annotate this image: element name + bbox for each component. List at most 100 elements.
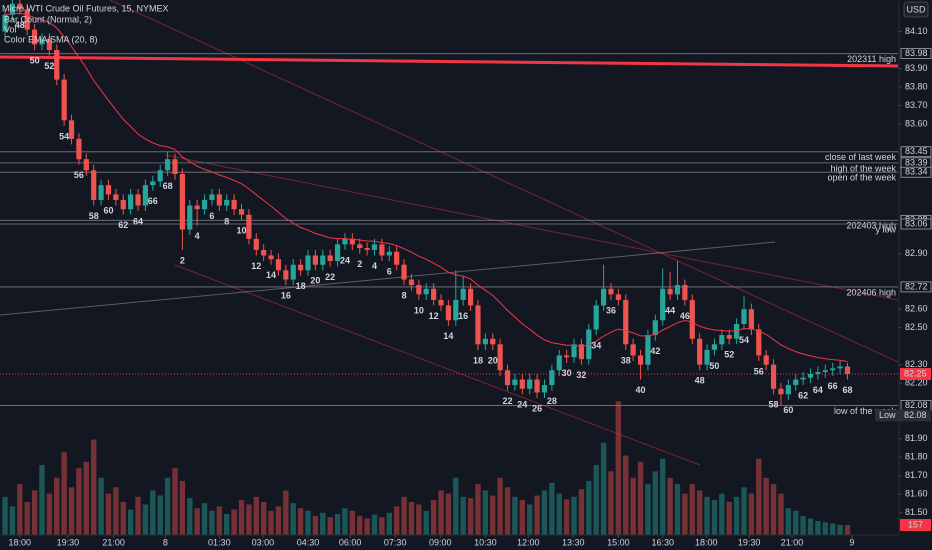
- volume-bar: [541, 490, 548, 535]
- bar-count-label: 2: [180, 255, 185, 265]
- y-tick-label: 82.30: [905, 359, 928, 369]
- candle-body: [578, 344, 585, 360]
- bar-count-label: 46: [680, 311, 690, 321]
- bar-count-label: 40: [636, 385, 646, 395]
- axes: 84.10 83.90 83.80 83.70 83.60 82.90 82.60 82.50…: [9, 26, 932, 547]
- volume-bar: [349, 510, 356, 535]
- bar-count-label: 48: [695, 376, 705, 386]
- level-label: low of the week: [834, 406, 897, 416]
- volume-bar: [371, 514, 378, 535]
- candle-body: [490, 338, 496, 345]
- level-badge: [900, 166, 932, 178]
- volume-bar: [260, 501, 267, 535]
- candle-body: [556, 355, 562, 371]
- volume-bar: [482, 490, 489, 535]
- candle-body: [770, 364, 777, 389]
- level-badge: [900, 146, 932, 158]
- volume-bar: [120, 501, 126, 535]
- bar-count-label: 14: [443, 331, 453, 341]
- candle-body: [298, 264, 304, 271]
- bar-count-label: 18: [473, 355, 483, 365]
- volume-bar: [201, 503, 208, 535]
- level-badge-label: 83.45: [905, 146, 928, 156]
- candle-body: [504, 370, 511, 386]
- volume-bar: [704, 496, 710, 535]
- candle-body: [726, 335, 732, 339]
- volume-bar: [164, 477, 171, 535]
- candle-body: [31, 29, 38, 45]
- bar-count-label: 62: [118, 220, 128, 230]
- volume-bar: [445, 493, 452, 535]
- x-tick-label: 19:30: [57, 537, 80, 547]
- volume-bar: [150, 490, 156, 535]
- volume-bar: [556, 493, 562, 535]
- candle-body: [246, 214, 252, 239]
- candle-body: [674, 285, 681, 295]
- level-badge: [900, 281, 932, 293]
- volume-bar: [224, 514, 230, 535]
- volume-bar: [2, 496, 8, 535]
- bar-count-label: 30: [562, 368, 572, 378]
- candle-body: [275, 259, 282, 271]
- volume-bar: [822, 522, 828, 535]
- candle-body: [312, 255, 318, 265]
- volume-bar: [275, 506, 282, 535]
- x-tick-label: 16:30: [651, 537, 674, 547]
- volume-bar: [246, 504, 252, 535]
- trend-line: [164, 154, 899, 301]
- bar-count-label: 36: [606, 305, 616, 315]
- volume-bar: [645, 484, 651, 535]
- candle-body: [120, 199, 126, 210]
- volume-bar: [320, 512, 326, 535]
- bar-count-label: 60: [783, 405, 793, 415]
- bar-count-label: 34: [591, 340, 601, 350]
- candle-body: [497, 344, 503, 371]
- volume-bar: [460, 496, 466, 535]
- bar-count-label: 4: [195, 231, 200, 241]
- candle-body: [586, 329, 592, 360]
- currency-box[interactable]: [903, 1, 929, 18]
- candle-body: [253, 238, 259, 250]
- volume-bar: [83, 461, 90, 535]
- bar-count-label: 42: [650, 346, 660, 356]
- candle-body: [394, 251, 400, 265]
- volume-pane: [2, 401, 851, 535]
- candle-body: [128, 194, 134, 210]
- candle-body: [150, 181, 156, 186]
- volume-bar: [467, 498, 474, 535]
- candle-body: [261, 249, 267, 256]
- bar-count-label: 18: [296, 281, 306, 291]
- volume-bar: [526, 504, 533, 535]
- candle-body: [135, 194, 141, 206]
- bar-count-label: 38: [621, 355, 631, 365]
- x-tick-label: 06:00: [339, 537, 362, 547]
- x-tick-label: 19:30: [738, 537, 761, 547]
- candle-body: [209, 194, 215, 200]
- volume-bar: [379, 517, 385, 535]
- candle-body: [238, 209, 245, 215]
- bar-count-label: 6: [387, 266, 392, 276]
- x-tick-label: 18:00: [695, 537, 718, 547]
- candle-body: [327, 255, 333, 262]
- candle-body: [142, 185, 149, 206]
- candle-body: [512, 379, 518, 386]
- volume-bar: [586, 480, 592, 535]
- volume-bar: [105, 493, 112, 535]
- x-tick-label: 03:00: [252, 537, 275, 547]
- last-price-badge: [900, 367, 931, 380]
- bar-count-label: 52: [44, 61, 54, 71]
- volume-bar: [194, 508, 200, 535]
- volume-bar: [327, 517, 333, 535]
- volume-bar: [534, 495, 540, 535]
- candle-body: [268, 255, 274, 260]
- volume-bar: [519, 500, 526, 535]
- candle-body: [689, 299, 695, 339]
- candle-body: [431, 288, 437, 300]
- bar-count-label: 52: [724, 350, 734, 360]
- legend-indicator: Vol: [4, 24, 17, 34]
- y-tick-label: 81.60: [905, 489, 928, 499]
- candle-body: [445, 305, 452, 321]
- candle-body: [475, 305, 481, 345]
- candle-body: [2, 14, 8, 32]
- level-label: 202311 high: [847, 54, 896, 64]
